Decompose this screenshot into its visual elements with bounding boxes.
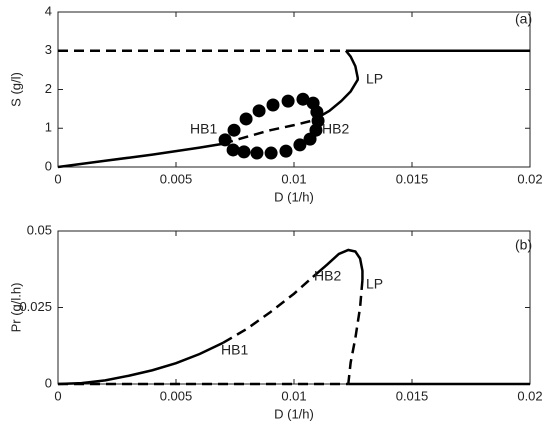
orbit-point [218, 133, 232, 147]
y-tick-label: 1 [45, 120, 52, 135]
orbit-point [264, 146, 278, 160]
branch-line [57, 142, 224, 169]
x-tick-label: 0.005 [160, 171, 193, 186]
x-axis-label: D (1/h) [274, 189, 314, 204]
annotation: LP [366, 276, 383, 292]
annotation: HB2 [314, 268, 341, 284]
x-tick-label: 0.02 [517, 388, 542, 403]
orbit-point [227, 123, 241, 137]
branch-line [312, 49, 359, 122]
annotation: HB1 [221, 342, 248, 358]
orbit-point [239, 112, 253, 126]
y-tick-label: 3 [45, 42, 52, 57]
x-tick-label: 0 [54, 388, 61, 403]
orbit-point [281, 94, 295, 108]
annotation: HB2 [322, 121, 349, 137]
annotation: (b) [515, 237, 532, 253]
x-tick-label: 0.015 [396, 171, 429, 186]
branch-line [347, 279, 364, 385]
annotation: HB1 [190, 121, 217, 137]
orbit-point [293, 138, 307, 152]
orbit-point [252, 104, 266, 118]
y-tick-label: 0 [45, 375, 52, 390]
annotation: (a) [515, 11, 532, 27]
orbit-point [303, 132, 317, 146]
orbit-point [250, 146, 264, 160]
y-axis-label: Pr (g/l.h) [8, 283, 23, 333]
orbit-point [266, 98, 280, 112]
x-tick-label: 0 [54, 171, 61, 186]
y-tick-label: 0 [45, 158, 52, 173]
orbit-point [226, 143, 240, 157]
branch-line [312, 248, 364, 280]
x-tick-label: 0.01 [281, 171, 306, 186]
branch-line [222, 119, 314, 145]
x-tick-label: 0.015 [396, 388, 429, 403]
y-tick-label: 2 [45, 81, 52, 96]
orbit-point [296, 92, 310, 106]
orbit-point [279, 144, 293, 158]
plot-frame [57, 230, 531, 385]
annotation: LP [366, 71, 383, 87]
x-axis-label: D (1/h) [274, 406, 314, 421]
branch-line [222, 275, 314, 344]
y-tick-label: 0.05 [27, 222, 52, 237]
y-tick-label: 4 [45, 3, 52, 18]
y-tick-label: 0.025 [19, 299, 52, 314]
orbit-point [237, 145, 251, 159]
x-tick-label: 0.005 [160, 388, 193, 403]
x-tick-label: 0.01 [281, 388, 306, 403]
x-tick-label: 0.02 [517, 171, 542, 186]
branch-line [57, 341, 224, 386]
y-axis-label: S (g/l) [8, 72, 23, 107]
